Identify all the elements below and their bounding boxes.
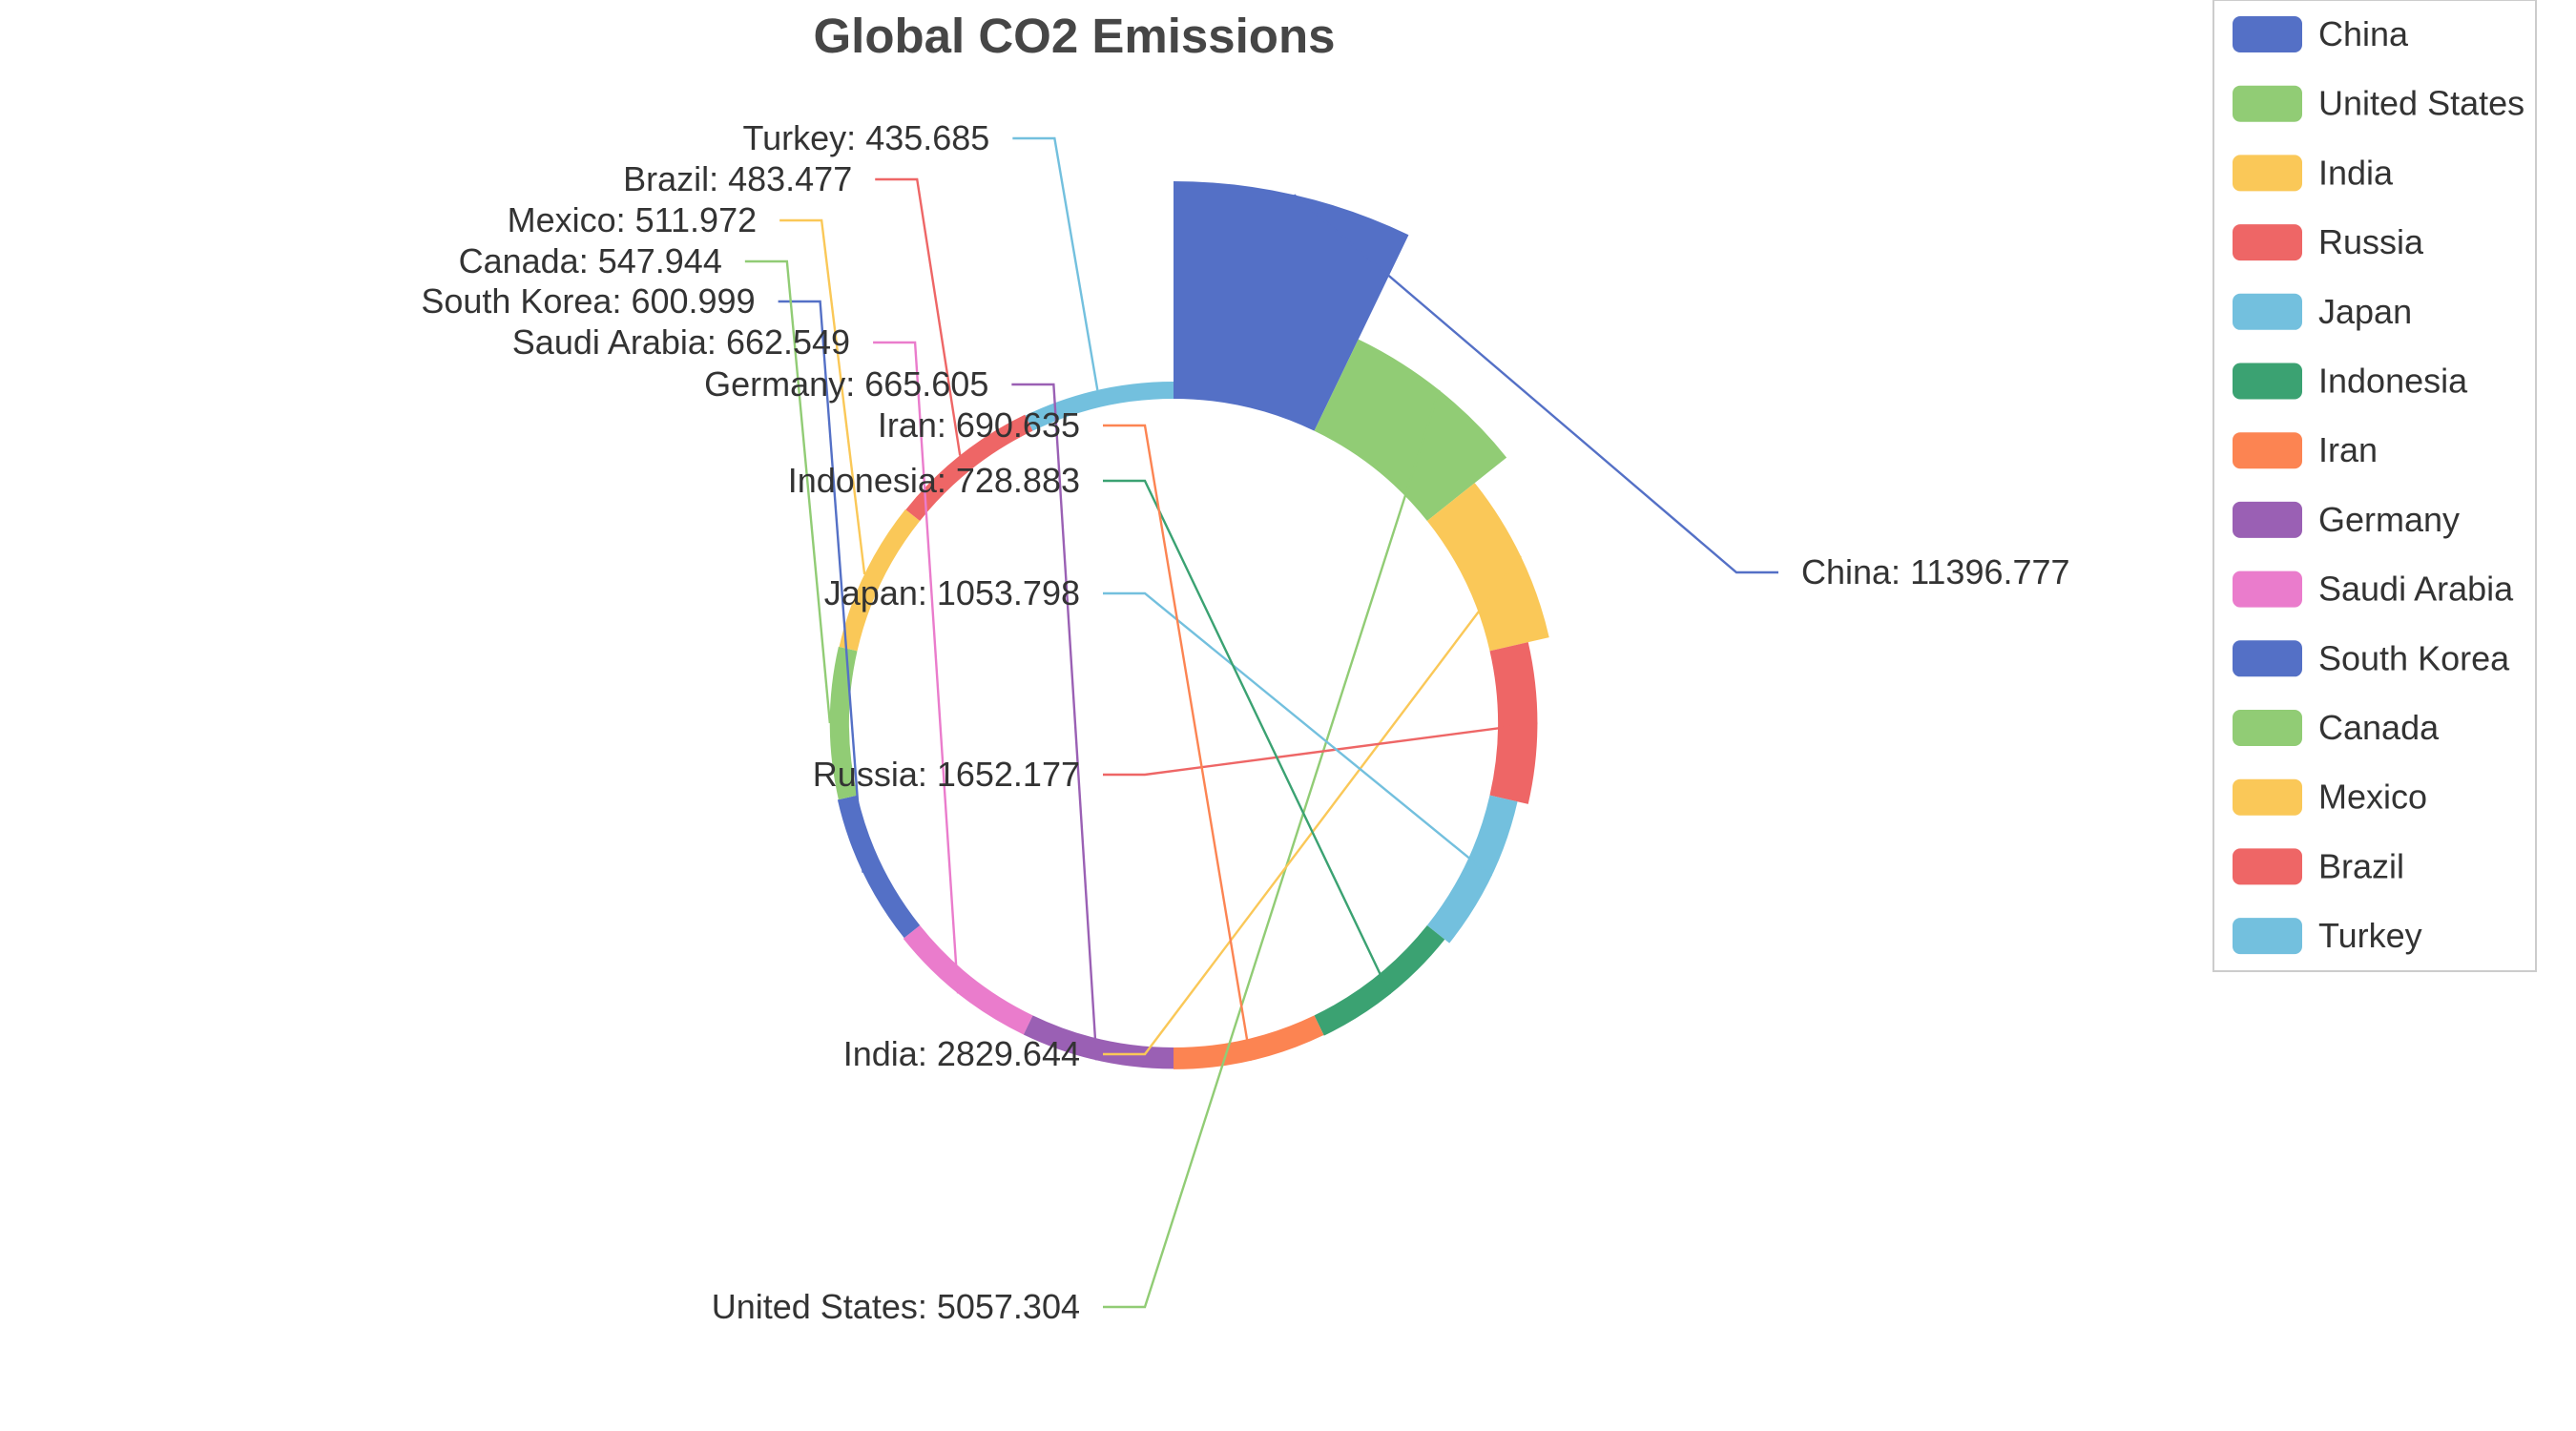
legend-item-japan[interactable]: Japan bbox=[2233, 292, 2412, 331]
legend-swatch bbox=[2233, 224, 2302, 261]
leader-line-india bbox=[1103, 555, 1522, 1056]
slice-russia[interactable] bbox=[1489, 642, 1538, 804]
slice-canada[interactable] bbox=[829, 646, 858, 800]
slice-label-russia: Russia: 1652.177 bbox=[813, 755, 1080, 794]
slice-label-brazil: Brazil: 483.477 bbox=[623, 159, 852, 198]
legend-label: Indonesia bbox=[2318, 362, 2468, 401]
leader-line-saudi-arabia bbox=[873, 341, 960, 994]
slice-label-japan: Japan: 1053.798 bbox=[824, 573, 1080, 612]
chart-slice-labels: China: 11396.777 United States: 5057.304 I… bbox=[421, 118, 2069, 1326]
leader-line-united-states bbox=[1103, 389, 1441, 1309]
legend-swatch bbox=[2233, 570, 2302, 608]
slice-label-indonesia: Indonesia: 728.883 bbox=[788, 461, 1080, 500]
slice-brazil[interactable] bbox=[905, 414, 1033, 522]
legend-label: South Korea bbox=[2318, 638, 2510, 677]
slice-label-germany: Germany: 665.605 bbox=[704, 364, 988, 404]
slice-label-india: India: 2829.644 bbox=[843, 1034, 1080, 1073]
slice-indonesia[interactable] bbox=[1314, 924, 1445, 1036]
leader-line-iran bbox=[1103, 424, 1252, 1061]
slice-japan[interactable] bbox=[1426, 795, 1518, 944]
slice-label-saudi-arabia: Saudi Arabia: 662.549 bbox=[512, 322, 850, 362]
legend-label: Russia bbox=[2318, 222, 2424, 261]
legend-swatch bbox=[2233, 640, 2302, 677]
legend-item-canada[interactable]: Canada bbox=[2233, 708, 2440, 747]
legend-label: China bbox=[2318, 14, 2409, 53]
legend-swatch bbox=[2233, 918, 2302, 955]
slice-united-states[interactable] bbox=[1314, 339, 1507, 522]
legend-swatch bbox=[2233, 363, 2302, 400]
legend-label: Japan bbox=[2318, 292, 2412, 331]
legend-label: Canada bbox=[2318, 708, 2440, 747]
leader-line-germany bbox=[1011, 383, 1098, 1061]
legend-item-china[interactable]: China bbox=[2233, 14, 2409, 53]
legend-item-saudi-arabia[interactable]: Saudi Arabia bbox=[2233, 570, 2514, 609]
legend-label: Iran bbox=[2318, 430, 2378, 469]
chart-legend: China United States India Russia Japan Indone… bbox=[2212, 0, 2537, 972]
legend-label: India bbox=[2318, 153, 2394, 192]
slice-saudi-arabia[interactable] bbox=[903, 924, 1033, 1035]
slice-label-china: China: 11396.777 bbox=[1801, 552, 2070, 591]
legend-swatch bbox=[2233, 848, 2302, 885]
legend-swatch bbox=[2233, 778, 2302, 816]
label-leader-lines bbox=[744, 136, 1778, 1309]
legend-item-russia[interactable]: Russia bbox=[2233, 222, 2424, 261]
chart-title: Global CO2 Emissions bbox=[814, 9, 1336, 63]
legend-label: Saudi Arabia bbox=[2318, 570, 2514, 609]
slice-germany[interactable] bbox=[1023, 1015, 1174, 1069]
leader-line-china bbox=[1293, 194, 1778, 574]
legend-label: Brazil bbox=[2318, 846, 2404, 885]
legend-swatch bbox=[2233, 432, 2302, 469]
legend-item-turkey[interactable]: Turkey bbox=[2233, 916, 2422, 955]
leader-line-indonesia bbox=[1103, 479, 1391, 995]
legend-label: Mexico bbox=[2318, 778, 2427, 817]
slice-india[interactable] bbox=[1426, 483, 1549, 652]
slice-label-south-korea: South Korea: 600.999 bbox=[421, 281, 755, 321]
legend-swatch bbox=[2233, 155, 2302, 192]
slice-label-mexico: Mexico: 511.972 bbox=[508, 200, 758, 239]
legend-item-south-korea[interactable]: South Korea bbox=[2233, 638, 2510, 677]
chart-slices bbox=[829, 181, 1549, 1069]
slice-label-iran: Iran: 690.635 bbox=[878, 405, 1080, 445]
legend-item-iran[interactable]: Iran bbox=[2233, 430, 2378, 469]
legend-label: Germany bbox=[2318, 500, 2460, 539]
legend-frame bbox=[2212, 0, 2537, 972]
leader-line-russia bbox=[1103, 721, 1538, 777]
leader-line-turkey bbox=[1012, 136, 1099, 391]
leader-line-mexico bbox=[779, 218, 866, 575]
leader-line-south-korea bbox=[778, 300, 864, 873]
legend-item-mexico[interactable]: Mexico bbox=[2233, 778, 2427, 817]
legend-swatch bbox=[2233, 85, 2302, 122]
slice-mexico[interactable] bbox=[839, 508, 921, 652]
slice-label-canada: Canada: 547.944 bbox=[459, 241, 722, 280]
leader-line-japan bbox=[1103, 591, 1492, 878]
slice-label-turkey: Turkey: 435.685 bbox=[743, 118, 990, 157]
slice-turkey[interactable] bbox=[1025, 382, 1174, 431]
slice-south-korea[interactable] bbox=[837, 795, 921, 939]
legend-swatch bbox=[2233, 293, 2302, 330]
legend-item-india[interactable]: India bbox=[2233, 153, 2394, 192]
legend-swatch bbox=[2233, 710, 2302, 746]
legend-label: Turkey bbox=[2318, 916, 2422, 955]
slice-label-united-states: United States: 5057.304 bbox=[712, 1287, 1080, 1326]
legend-item-indonesia[interactable]: Indonesia bbox=[2233, 362, 2468, 401]
legend-swatch bbox=[2233, 501, 2302, 538]
legend-swatch bbox=[2233, 16, 2302, 52]
leader-line-brazil bbox=[875, 177, 962, 456]
legend-item-brazil[interactable]: Brazil bbox=[2233, 846, 2404, 885]
legend-item-germany[interactable]: Germany bbox=[2233, 500, 2460, 539]
legend-label: United States bbox=[2318, 84, 2524, 123]
leader-line-canada bbox=[744, 259, 832, 724]
legend-item-united-states[interactable]: United States bbox=[2233, 84, 2524, 123]
